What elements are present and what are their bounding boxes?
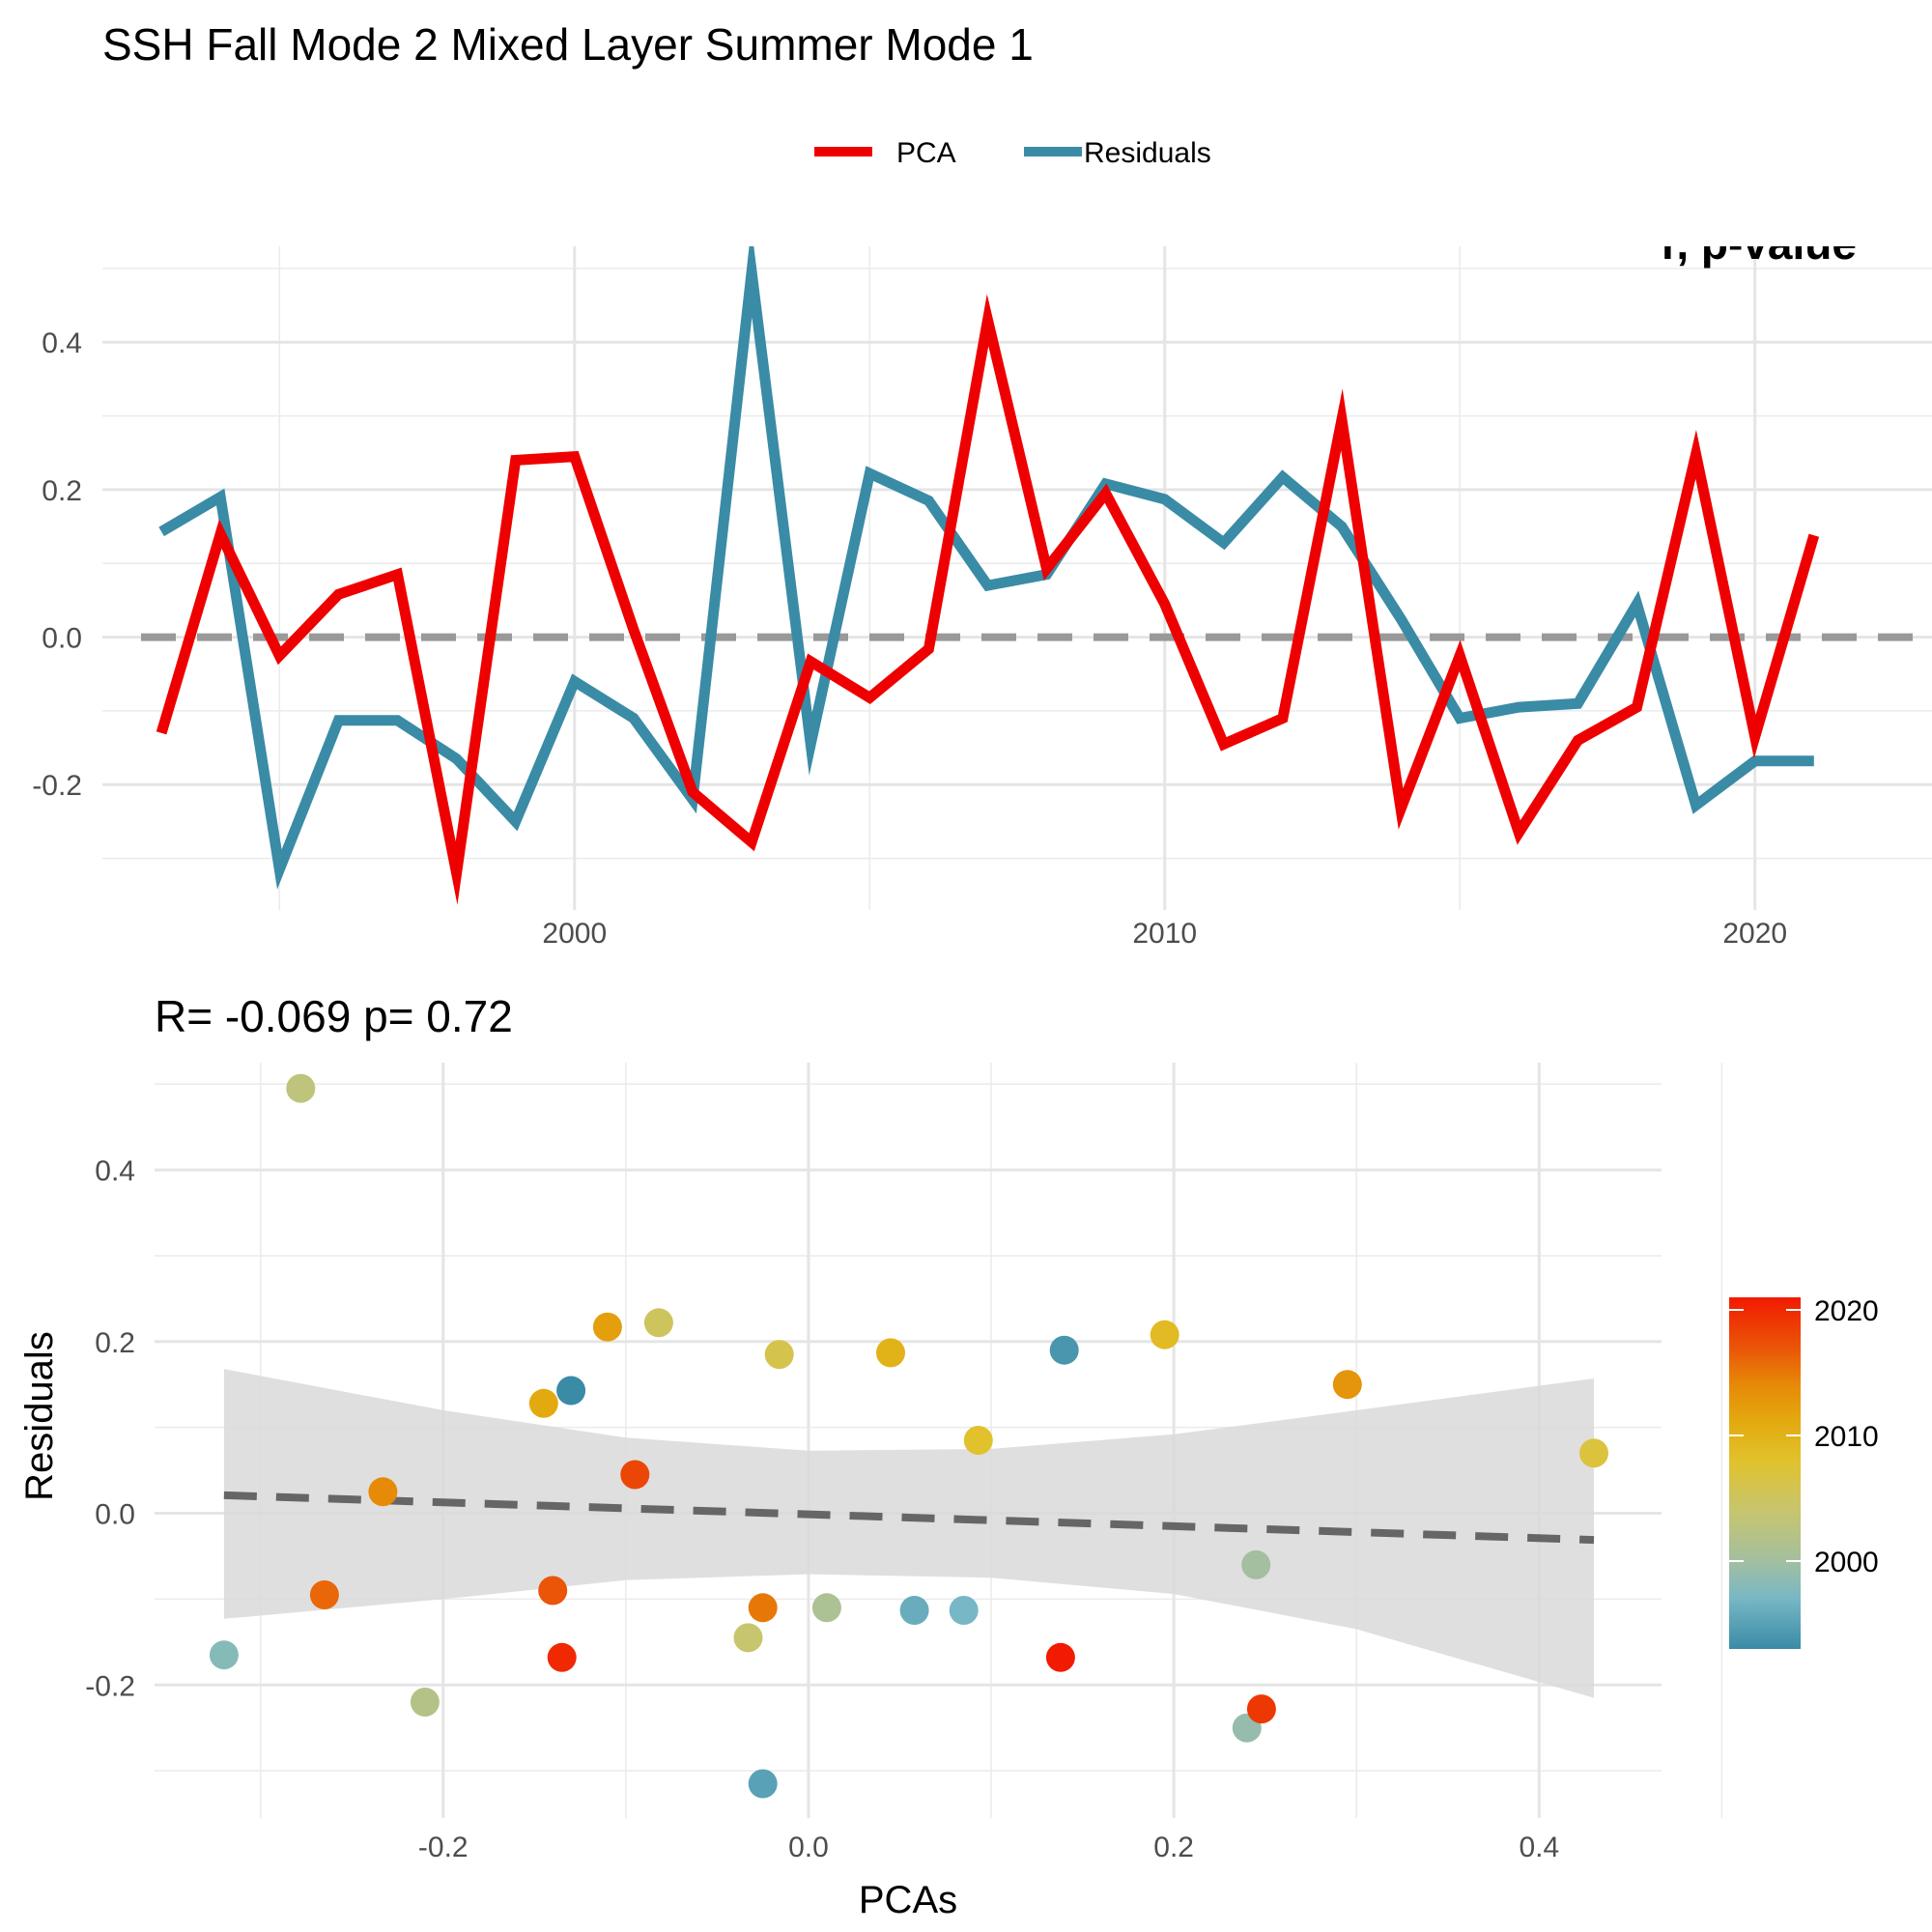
scatter-point	[286, 1073, 316, 1103]
colorbar-tick-label: 2020	[1814, 1295, 1879, 1327]
scatter-point	[643, 1308, 673, 1338]
scatter-x-tick-label: 0.2	[1153, 1832, 1194, 1863]
scatter-point	[1045, 1642, 1075, 1672]
scatter-point	[547, 1642, 577, 1672]
scatter-point	[1049, 1335, 1079, 1365]
colorbar-tick-label: 2010	[1814, 1421, 1879, 1453]
colorbar-gradient	[1729, 1297, 1801, 1649]
x-axis-label: PCAs	[859, 1879, 957, 1921]
scatter-point	[748, 1593, 778, 1623]
series-line-residuals	[158, 226, 1814, 890]
scatter-point	[764, 1340, 794, 1370]
scatter-point	[876, 1338, 905, 1368]
scatter-y-tick-label: 0.4	[95, 1155, 135, 1187]
legend-label-pca: PCA	[896, 137, 956, 169]
scatter-point	[949, 1596, 979, 1625]
scatter-point	[899, 1596, 929, 1625]
x-tick-label-2000: 2000	[542, 918, 607, 950]
scatter-x-tick-label: -0.2	[418, 1832, 469, 1863]
scatter-point	[963, 1426, 993, 1455]
colorbar-tick-label: 2000	[1814, 1547, 1879, 1578]
scatter-point	[209, 1640, 239, 1670]
scatter-point	[309, 1580, 339, 1609]
scatter-point	[1150, 1320, 1179, 1350]
regression-fit-line	[223, 1491, 1595, 1545]
scatter-x-tick-label: 0.0	[788, 1832, 829, 1863]
scatter-y-tick-label: 0.0	[95, 1499, 135, 1531]
scatter-y-tick-label: 0.2	[95, 1327, 135, 1359]
y-tick-label: 0.2	[42, 475, 82, 507]
scatter-panel: R= -0.069 p= 0.72 PCAs Residuals -0.2 0.0…	[18, 991, 1723, 1921]
scatter-subtitle: R= -0.069 p= 0.72	[155, 991, 513, 1041]
scatter-point	[733, 1623, 763, 1653]
scatter-point	[1332, 1370, 1362, 1400]
y-tick-label: 0.0	[42, 623, 82, 655]
legend-label-residuals: Residuals	[1084, 137, 1211, 169]
scatter-point	[811, 1593, 841, 1623]
confidence-band	[223, 1369, 1594, 1698]
line-legend: PCA Residuals	[814, 137, 1211, 169]
x-tick-label-2010: 2010	[1132, 918, 1197, 950]
scatter-point	[538, 1576, 568, 1605]
y-tick-label: 0.4	[42, 327, 82, 359]
y-tick-label: -0.2	[32, 770, 82, 802]
scatter-point	[748, 1769, 778, 1799]
scatter-point	[1241, 1549, 1271, 1579]
scatter-point	[528, 1388, 558, 1418]
scatter-point	[1246, 1694, 1276, 1724]
scatter-point	[592, 1312, 622, 1342]
x-tick-label-2020: 2020	[1722, 918, 1787, 950]
series-line-pca	[156, 294, 1820, 905]
scatter-point	[1579, 1438, 1608, 1468]
year-colorbar: 2000 2010 2020	[1729, 1295, 1879, 1649]
y-axis-label: Residuals	[18, 1331, 61, 1501]
figure-title: SSH Fall Mode 2 Mixed Layer Summer Mode …	[102, 19, 1034, 70]
scatter-x-tick-label: 0.4	[1519, 1832, 1559, 1863]
scatter-point	[620, 1460, 650, 1490]
scatter-point	[556, 1376, 586, 1406]
scatter-point	[410, 1688, 440, 1717]
scatter-y-tick-label: -0.2	[85, 1670, 135, 1702]
scatter-point	[368, 1477, 398, 1507]
